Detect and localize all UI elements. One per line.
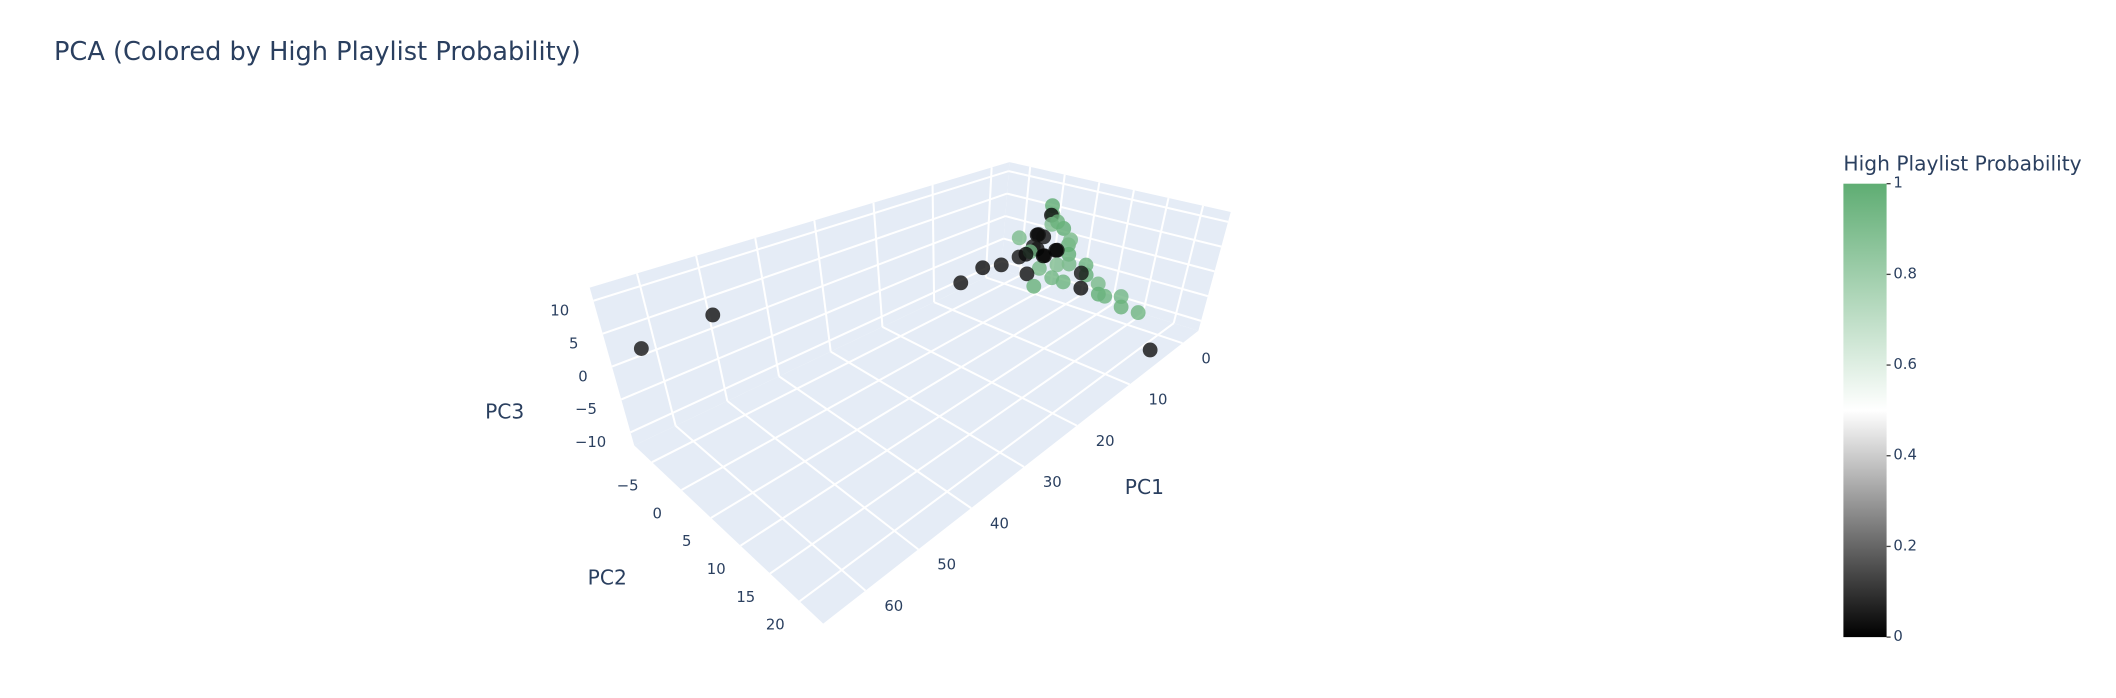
colorbar [1843,183,1887,638]
point [1113,299,1129,315]
grid-line [739,303,1113,547]
scene-grid [593,166,1229,603]
point [993,257,1009,273]
grid-line [1006,192,1222,248]
point [1142,342,1158,358]
point [1073,280,1089,296]
colorbar-tick-label: 0 [1893,628,1902,645]
grid-line [1005,215,1215,273]
grid-line [1008,170,1229,223]
y-tick-label: 15 [736,589,755,606]
grid-line [726,400,919,551]
grid-line [602,192,1008,335]
grid-line [611,215,1006,368]
point [1049,257,1065,273]
x-tick-label: 50 [937,557,956,574]
x-tick-label: 30 [1043,474,1062,491]
grid-line [830,350,1025,468]
y-tick-label: 10 [707,561,726,578]
z-tick-label: 0 [578,368,587,385]
grid-line [798,322,1175,603]
grid-line [593,170,1010,302]
point [1019,266,1035,282]
point [1061,256,1077,272]
y-tick-label: 20 [766,617,785,634]
z-tick-label: 10 [550,303,569,320]
x-tick-label: 20 [1096,433,1115,450]
grid-line [881,325,1078,427]
z-tick-label: −5 [575,401,597,418]
point [1018,246,1034,262]
grid-line [710,293,1082,519]
z-axis-title: PC3 [485,400,524,424]
grid-line [674,424,867,592]
side-wall [589,162,1010,446]
point [705,307,721,323]
point [1090,276,1106,292]
point [953,275,969,291]
z-tick-label: 5 [569,335,578,352]
colorbar-tick-label: 0.6 [1893,356,1917,373]
point [1113,289,1129,304]
point [1073,265,1089,281]
colorbar-tick-label: 0.8 [1893,265,1917,282]
grid-line [769,312,1144,575]
floor-wall [634,270,1199,624]
y-tick-label: 5 [682,533,691,550]
colorbar-tick-label: 0.4 [1893,447,1917,464]
chart-title: PCA (Colored by High Playlist Probabilit… [54,37,581,67]
grid-line [985,276,1183,345]
scene-walls [589,162,1231,624]
x-axis-title: PC1 [1125,475,1164,499]
colorbar-tick-label: 1 [1893,175,1902,192]
y-axis-title: PC2 [588,566,627,590]
x-tick-label: 0 [1201,350,1210,367]
grid-line [681,284,1052,491]
grid-line [620,237,1005,401]
y-tick-label: 0 [652,505,661,522]
z-tick-label: −10 [575,434,606,451]
colorbar-title: High Playlist Probability [1843,151,2081,175]
grid-line [630,260,1003,434]
point [1097,288,1113,304]
scene-points [633,198,1158,358]
colorbar-tick-label: 0.2 [1893,537,1917,554]
grid-line [651,274,1021,464]
y-tick-label: −5 [617,477,639,494]
x-tick-label: 40 [990,515,1009,532]
point [1011,230,1027,246]
x-tick-label: 10 [1149,392,1168,409]
point [1026,278,1042,294]
grid-line [778,375,972,509]
point [1050,214,1066,230]
point [1055,274,1071,290]
point [1035,248,1051,264]
point [1044,270,1060,286]
point [1063,232,1079,248]
grid-line [933,301,1131,386]
point [1130,305,1146,321]
point [975,260,991,276]
point [633,341,649,356]
point [1048,242,1064,258]
point [1036,229,1052,245]
point [1031,260,1047,276]
x-tick-label: 60 [884,598,903,615]
